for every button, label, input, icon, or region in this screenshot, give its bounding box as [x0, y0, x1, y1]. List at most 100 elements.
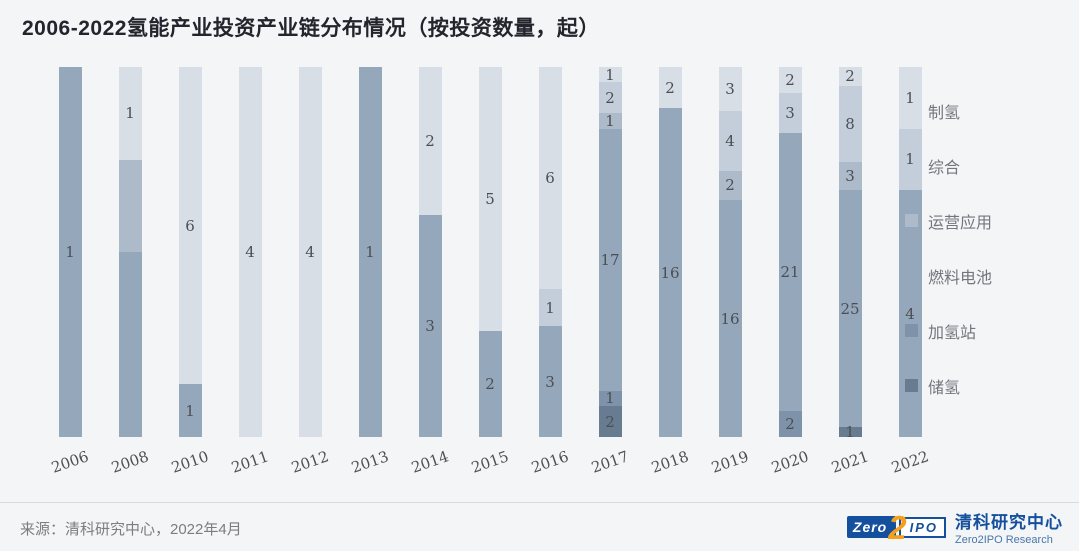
- bar-value-label: 3: [425, 317, 435, 335]
- legend-label: 综合: [928, 157, 961, 177]
- bar-value-label: 1: [365, 243, 375, 261]
- stacked-bar-2008: 1: [118, 67, 142, 437]
- bar-segment: 1: [118, 67, 142, 160]
- stacked-bar-2006: 1: [58, 67, 82, 437]
- stacked-bar-2016: 6 1 3: [538, 67, 562, 437]
- x-axis-label: 2014: [409, 447, 451, 477]
- x-axis-label: 2019: [709, 447, 751, 477]
- bar-value-label: 2: [605, 412, 615, 431]
- bar-segment: [118, 252, 142, 437]
- logo-cn-name: 清科研究中心: [955, 513, 1063, 532]
- bar-segment: 1: [598, 65, 622, 84]
- stacked-bar-2019: 3 4 2 16: [718, 67, 742, 437]
- bar-slot-2019: 3 4 2 16 2019: [700, 67, 760, 479]
- stacked-bar-2018: 2 16: [658, 67, 682, 437]
- bar-value-label: 1: [125, 104, 135, 123]
- legend: 制氢 综合 运营应用 燃料电池 加氢站 储氢: [905, 103, 992, 434]
- bar-segment: 25: [838, 190, 862, 428]
- bar-slot-2015: 5 2 2015: [460, 67, 520, 479]
- bar-value-label: 2: [785, 414, 795, 433]
- legend-item: 综合: [905, 158, 992, 177]
- x-axis-label: 2010: [169, 447, 211, 477]
- bar-value-label: 2: [665, 78, 675, 97]
- bar-segment: [118, 159, 142, 252]
- legend-swatch-icon: [905, 214, 918, 227]
- bar-value-label: 1: [545, 298, 555, 317]
- bar-segment: 1: [358, 67, 382, 437]
- bar-value-label: 1: [605, 111, 615, 130]
- legend-label: 制氢: [928, 102, 961, 122]
- legend-swatch-icon: [905, 379, 918, 392]
- bar-value-label: 2: [605, 88, 615, 107]
- bar-slot-2017: 1 2 1 17 1 2 2017: [580, 65, 640, 479]
- bar-segment: 1: [898, 128, 922, 191]
- zero2ipo-logo: Zero 2 IPO 清科研究中心 Zero2IPO Research: [846, 508, 1063, 546]
- bar-segment: 2: [778, 410, 802, 437]
- bar-segment: 1: [538, 289, 562, 326]
- legend-item: 加氢站: [905, 323, 992, 342]
- bar-segment: 1: [598, 111, 622, 130]
- x-axis-label: 2022: [889, 447, 931, 477]
- x-axis-label: 2011: [229, 447, 271, 477]
- bar-slot-2013: 1 2013: [340, 67, 400, 479]
- legend-item: 运营应用: [905, 213, 992, 232]
- bar-segment: 3: [538, 326, 562, 437]
- stacked-bar-2017: 1 2 1 17 1 2: [598, 65, 622, 437]
- bar-segment: 3: [718, 67, 742, 112]
- stacked-bar-2013: 1: [358, 67, 382, 437]
- bar-value-label: 6: [185, 216, 195, 235]
- bar-value-label: 2: [425, 132, 435, 150]
- bar-segment: 17: [598, 128, 622, 391]
- legend-swatch-icon: [905, 104, 918, 117]
- bar-value-label: 4: [905, 304, 915, 323]
- footer-divider: [0, 502, 1079, 503]
- bar-segment: 1: [598, 389, 622, 407]
- stacked-bar-2020: 2 3 21 2: [778, 67, 802, 437]
- legend-label: 加氢站: [928, 322, 977, 342]
- bar-slot-2014: 2 3 2014: [400, 67, 460, 479]
- bar-segment: 2: [778, 67, 802, 94]
- bar-segment: 3: [838, 161, 862, 191]
- stacked-bar-2011: 4: [238, 67, 262, 437]
- logo-two-glyph: 2: [888, 508, 907, 546]
- bar-segment: 4: [718, 111, 742, 171]
- bar-segment: 1: [838, 423, 862, 441]
- bar-slot-2020: 2 3 21 2 2020: [760, 67, 820, 479]
- bar-segment: 3: [778, 93, 802, 134]
- x-axis-label: 2006: [49, 447, 91, 477]
- bar-segment: 2: [478, 331, 502, 437]
- bar-segment: 4: [298, 67, 322, 437]
- bar-segment: 3: [418, 215, 442, 437]
- bar-value-label: 16: [720, 309, 740, 328]
- bar-value-label: 3: [725, 80, 735, 99]
- bar-slot-2012: 4 2012: [280, 67, 340, 479]
- bar-segment: 8: [838, 85, 862, 162]
- bar-segment: 6: [178, 67, 202, 385]
- bar-value-label: 1: [905, 150, 915, 169]
- bar-segment: 1: [58, 67, 82, 437]
- bar-segment: 4: [898, 190, 922, 437]
- zero2ipo-logo-mark: Zero 2 IPO: [846, 508, 946, 546]
- bar-slot-2008: 1 2008: [100, 67, 160, 479]
- bar-segment: 2: [838, 67, 862, 86]
- bar-value-label: 1: [845, 423, 855, 442]
- bar-slot-2018: 2 16 2018: [640, 67, 700, 479]
- legend-swatch-icon: [905, 269, 918, 282]
- x-axis-label: 2017: [589, 447, 631, 477]
- stacked-bar-2021: 2 8 3 25 1: [838, 67, 862, 441]
- x-axis-label: 2021: [829, 447, 871, 477]
- bar-slot-2016: 6 1 3 2016: [520, 67, 580, 479]
- logo-text-block: 清科研究中心 Zero2IPO Research: [955, 508, 1063, 546]
- bar-segment: 21: [778, 133, 802, 411]
- bar-value-label: 4: [305, 243, 315, 261]
- bar-value-label: 1: [905, 88, 915, 107]
- legend-label: 运营应用: [928, 212, 993, 232]
- bar-segment: 16: [718, 200, 742, 437]
- x-axis-label: 2018: [649, 447, 691, 477]
- bar-value-label: 1: [605, 65, 615, 84]
- legend-item: 燃料电池: [905, 268, 992, 287]
- bar-segment: 6: [538, 67, 562, 289]
